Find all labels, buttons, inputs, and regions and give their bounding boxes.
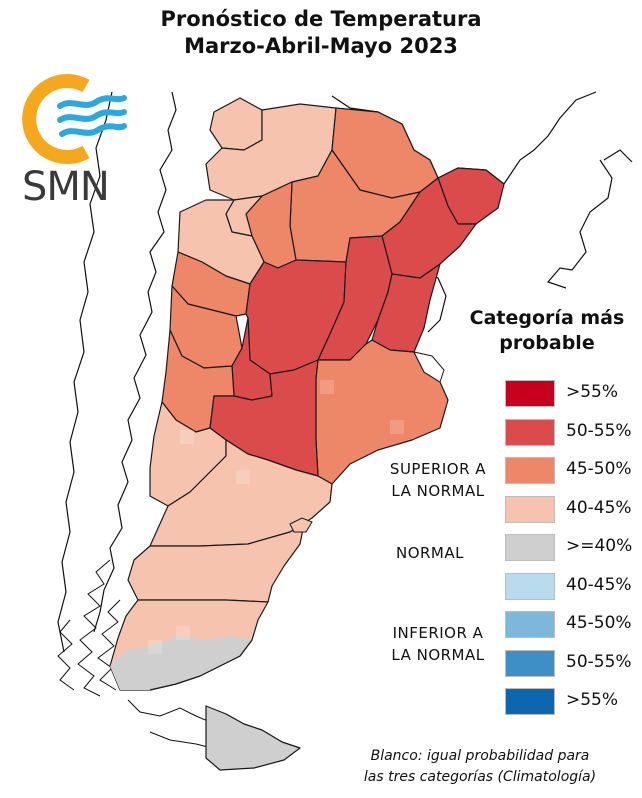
legend-label: 50-55% — [566, 420, 632, 441]
legend-swatch — [505, 688, 555, 715]
provinces — [109, 97, 505, 771]
category-superior: SUPERIOR A LA NORMAL — [368, 458, 508, 502]
legend-label: >55% — [566, 382, 619, 402]
logo-waves — [57, 95, 127, 137]
legend-swatch — [505, 649, 555, 677]
note-line-1: Blanco: igual probabilidad para — [370, 748, 590, 764]
rio-de-la-plata — [413, 351, 445, 383]
climatology-note: Blanco: igual probabilidad para las tres… — [330, 746, 630, 788]
legend-swatch — [505, 457, 555, 484]
category-normal: NORMAL — [395, 544, 464, 562]
title-line-2: Marzo-Abril-Mayo 2023 — [184, 34, 458, 58]
legend-title-line-1: Categoría más — [469, 307, 625, 329]
legend-title-line-2: probable — [499, 332, 595, 354]
legend-title: Categoría más probable — [462, 306, 632, 356]
province-santafe — [317, 235, 393, 361]
category-inferior-line-2: LA NORMAL — [391, 646, 485, 664]
legend-swatch — [505, 495, 555, 523]
grid-texture — [148, 380, 404, 654]
smn-logo-mark — [22, 74, 127, 164]
smn-logo: SMN — [20, 72, 130, 212]
note-line-2: las tres categorías (Climatología) — [363, 769, 597, 785]
category-superior-line-2: LA NORMAL — [391, 482, 485, 500]
logo-ring — [22, 74, 90, 164]
legend-swatch — [505, 572, 555, 600]
legend-label: 40-45% — [566, 574, 632, 595]
province-tierradelfuego — [205, 705, 301, 771]
legend-label: 40-45% — [566, 497, 632, 518]
category-superior-line-1: SUPERIOR A — [389, 460, 487, 478]
normal-zone-overlay — [110, 636, 253, 691]
category-inferior-line-1: INFERIOR A — [392, 624, 484, 642]
legend-label: 45-50% — [566, 613, 632, 633]
legend-swatch — [505, 418, 555, 446]
province-chubut — [127, 523, 305, 603]
category-inferior: INFERIOR A LA NORMAL — [368, 622, 508, 666]
logo-text: SMN — [22, 164, 110, 210]
map-title: Pronóstico de Temperatura Marzo-Abril-Ma… — [0, 6, 642, 60]
legend-swatch — [505, 611, 555, 638]
legend-label: 50-55% — [566, 651, 632, 672]
legend-swatch — [505, 534, 555, 561]
legend-label: >55% — [566, 690, 619, 710]
province-jujuy — [209, 97, 263, 151]
legend-swatch — [505, 380, 555, 407]
peninsula-valdes — [289, 517, 313, 533]
title-line-1: Pronóstico de Temperatura — [160, 7, 482, 31]
legend-label: 45-50% — [566, 459, 632, 479]
legend-label: >=40% — [566, 536, 633, 556]
